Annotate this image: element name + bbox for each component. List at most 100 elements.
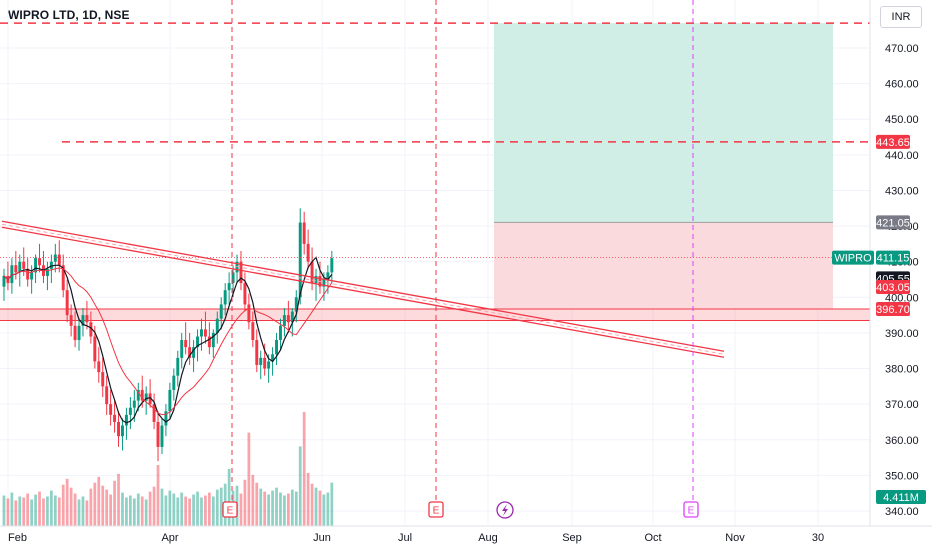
volume-bar	[294, 491, 298, 526]
volume-bar	[279, 492, 282, 526]
candle-body	[247, 304, 251, 323]
volume-bar	[298, 446, 302, 526]
volume-bar	[271, 490, 274, 526]
last-price-tag-text: 411.15	[877, 253, 910, 265]
volume-bar	[109, 494, 112, 526]
candle-body	[65, 290, 69, 316]
candle-body	[101, 372, 105, 387]
candle-body	[81, 315, 85, 326]
volume-bar	[77, 499, 81, 526]
volume-bar	[93, 482, 97, 526]
candle-body	[298, 222, 302, 298]
trendline-upper	[1, 220, 725, 352]
x-tick-label: Feb	[8, 532, 27, 544]
volume-bar	[30, 499, 33, 526]
candle-body	[93, 336, 97, 362]
volume-bar	[136, 493, 140, 526]
x-tick-label: Aug	[478, 532, 498, 544]
x-tick-label: Jul	[398, 532, 412, 544]
x-tick-label: Jun	[313, 532, 331, 544]
target-price-tag-bg	[876, 134, 910, 149]
candle-body	[282, 315, 286, 326]
volume-bar	[196, 491, 199, 526]
candle-body	[223, 290, 227, 305]
candle-body	[290, 311, 294, 323]
candle-layer	[2, 208, 334, 462]
volume-bar	[200, 497, 203, 526]
candle-body	[10, 265, 14, 284]
volume-bar	[2, 495, 6, 526]
profit-zone	[494, 23, 833, 223]
target-price-tag-text: 443.65	[876, 137, 910, 149]
y-tick-label: 350.00	[885, 470, 919, 482]
candle-body	[132, 400, 136, 408]
currency-button[interactable]: INR	[880, 6, 922, 28]
volume-bar	[322, 494, 326, 526]
entry-price-tag: 421.05	[876, 215, 910, 230]
candle-body	[53, 254, 57, 262]
candle-body	[168, 389, 172, 412]
volume-bar	[65, 478, 69, 526]
candle-body	[14, 265, 18, 273]
candle-body	[251, 322, 255, 341]
candle-body	[105, 386, 109, 405]
volume-bar	[85, 500, 89, 526]
volume-bar	[129, 495, 132, 526]
x-tick-label: Oct	[644, 532, 661, 544]
background-layer	[0, 0, 870, 526]
volume-tag: 4.411M	[876, 490, 926, 504]
volume-bar	[330, 482, 334, 526]
loss-zone	[494, 222, 833, 310]
candle-body	[89, 322, 93, 337]
moving-average-layer	[3, 256, 333, 424]
volume-bar	[46, 496, 49, 526]
y-tick-label: 360.00	[885, 435, 919, 447]
candle-body	[192, 347, 196, 358]
volume-tag-bg	[876, 490, 926, 504]
volume-bar	[152, 486, 156, 526]
volume-bar	[318, 490, 322, 526]
x-tick-label: Sep	[562, 532, 582, 544]
candle-body	[310, 261, 314, 284]
volume-bar	[42, 498, 45, 526]
symbol-tag-text: WIPRO	[834, 253, 872, 265]
candle-body	[263, 357, 267, 369]
candle-body	[180, 340, 184, 358]
volume-bar	[208, 492, 211, 526]
earnings-marker: E	[428, 501, 444, 518]
candle-body	[2, 275, 6, 287]
dividend-icon	[496, 501, 514, 519]
support-zone	[0, 309, 870, 321]
candle-body	[326, 272, 330, 280]
volume-bar	[132, 498, 136, 526]
candle-body	[215, 318, 219, 333]
volume-bar	[314, 487, 318, 526]
earnings-marker-label: E	[688, 506, 695, 517]
y-tick-label: 460.00	[885, 79, 919, 91]
candle-body	[286, 315, 290, 323]
volume-bar	[10, 492, 14, 526]
y-tick-label: 390.00	[885, 328, 919, 340]
volume-bar	[61, 484, 65, 526]
candle-body	[219, 304, 223, 319]
earnings-marker: E	[683, 501, 699, 518]
volume-bar	[180, 492, 184, 526]
volume-bar	[57, 497, 61, 526]
volume-bar	[211, 496, 215, 526]
support-price-tag-bg	[876, 302, 910, 317]
stop-price-tag-text: 403.05	[876, 282, 910, 294]
volume-bar	[18, 496, 22, 526]
volume-bar	[73, 493, 77, 526]
candle-body	[97, 361, 101, 373]
candle-body	[160, 425, 164, 447]
candle-body	[227, 283, 231, 291]
volume-bar	[6, 498, 10, 526]
chart-title: WIPRO LTD, 1D, NSE	[8, 8, 130, 22]
volume-bar	[188, 498, 191, 526]
volume-bar	[184, 496, 188, 526]
candle-body	[113, 414, 117, 422]
y-tick-label: 340.00	[885, 506, 919, 518]
volume-bar	[160, 488, 164, 526]
